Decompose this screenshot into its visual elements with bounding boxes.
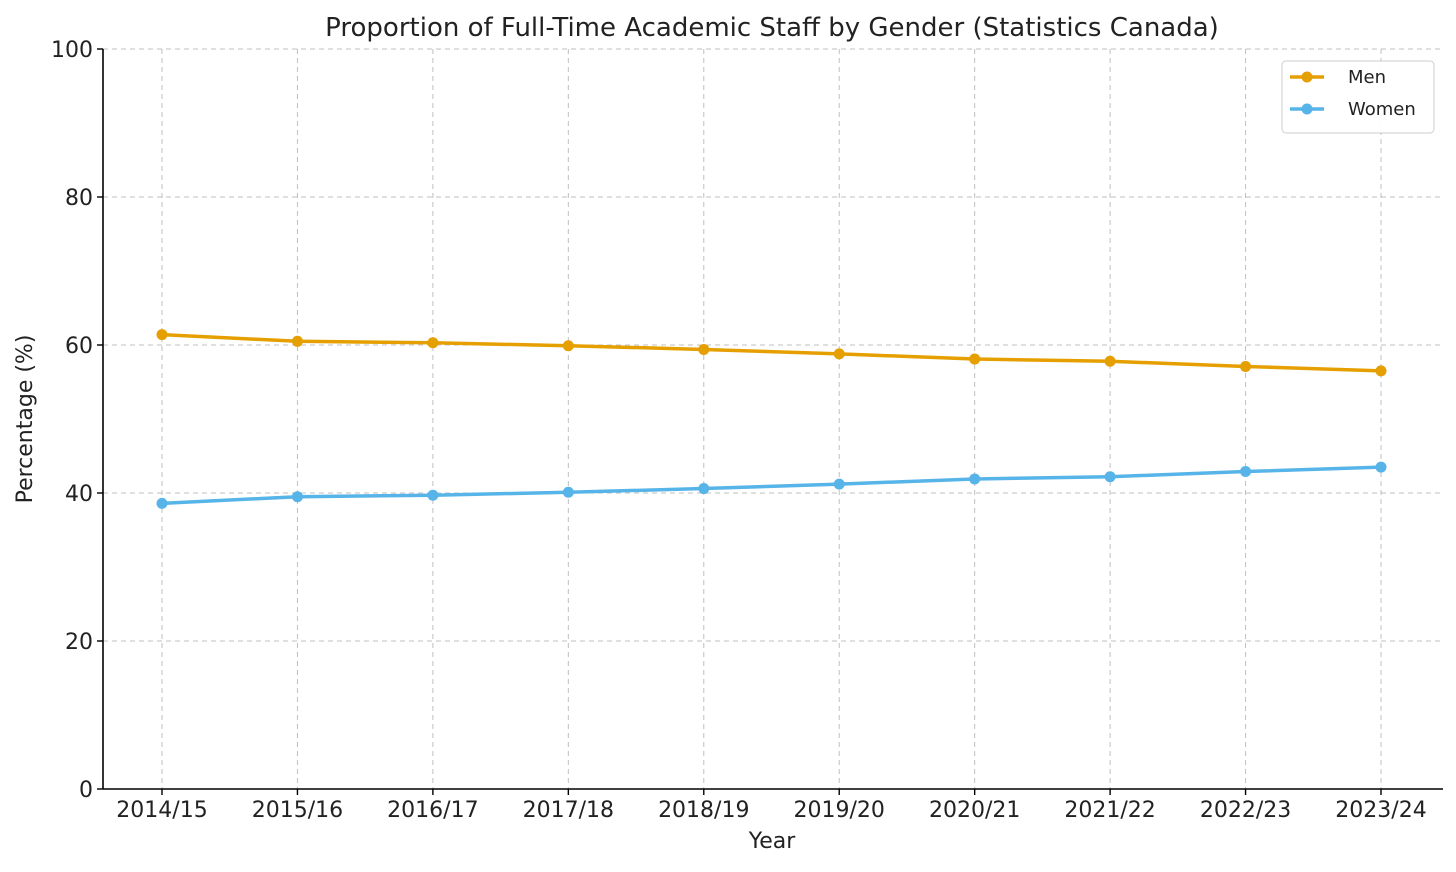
series-line-women [160, 465, 1383, 506]
data-point-women [969, 473, 981, 485]
x-tick-label: 2018/19 [658, 798, 749, 823]
series-women [156, 461, 1387, 509]
data-point-men [427, 337, 439, 349]
data-point-women [1240, 466, 1252, 478]
x-tick-label: 2015/16 [252, 798, 343, 823]
data-point-women [156, 497, 168, 509]
x-tick-label: 2023/24 [1335, 798, 1426, 823]
data-point-men [156, 329, 168, 341]
legend-item-men: Men [1290, 67, 1386, 88]
x-axis-label: Year [748, 829, 797, 854]
legend-label: Women [1348, 99, 1416, 120]
legend: Men Women [1281, 60, 1435, 134]
data-point-women [291, 491, 303, 503]
data-point-women [427, 489, 439, 501]
legend-swatch-marker [1301, 103, 1313, 115]
x-tick-label: 2022/23 [1200, 798, 1291, 823]
chart-title: Proportion of Full-Time Academic Staff b… [325, 13, 1219, 43]
x-tick-label: 2016/17 [387, 798, 478, 823]
y-tick-label: 60 [65, 334, 93, 359]
legend-swatch-marker [1301, 71, 1313, 83]
x-tick-label: 2014/15 [116, 798, 207, 823]
legend-item-women: Women [1290, 99, 1416, 120]
data-point-women [698, 483, 710, 495]
y-tick-label: 80 [65, 186, 93, 211]
y-tick-label: 100 [51, 38, 93, 63]
data-point-women [562, 486, 574, 498]
x-tick-label: 2020/21 [929, 798, 1020, 823]
x-tick-label: 2017/18 [523, 798, 614, 823]
series-group [156, 329, 1387, 509]
x-tick-label: 2021/22 [1064, 798, 1155, 823]
data-point-men [562, 340, 574, 352]
y-tick-label: 0 [79, 778, 93, 803]
data-point-men [969, 353, 981, 365]
data-point-men [291, 335, 303, 347]
series-line-men [160, 332, 1383, 373]
data-point-men [698, 343, 710, 355]
grid [103, 48, 1443, 790]
legend-label: Men [1348, 67, 1386, 88]
legend-box [1281, 60, 1435, 134]
data-point-women [833, 478, 845, 490]
y-tick-label: 20 [65, 630, 93, 655]
data-point-men [1375, 365, 1387, 377]
data-point-men [1240, 360, 1252, 372]
data-point-women [1375, 461, 1387, 473]
x-tick-label: 2019/20 [794, 798, 885, 823]
series-men [156, 329, 1387, 377]
y-axis-label: Percentage (%) [13, 335, 38, 504]
data-point-women [1104, 471, 1116, 483]
y-tick-label: 40 [65, 482, 93, 507]
data-point-men [833, 348, 845, 360]
data-point-men [1104, 355, 1116, 367]
axes: 0 20 40 60 80 100 2014/15 2015/16 2016/17 2017/18… [51, 38, 1443, 823]
